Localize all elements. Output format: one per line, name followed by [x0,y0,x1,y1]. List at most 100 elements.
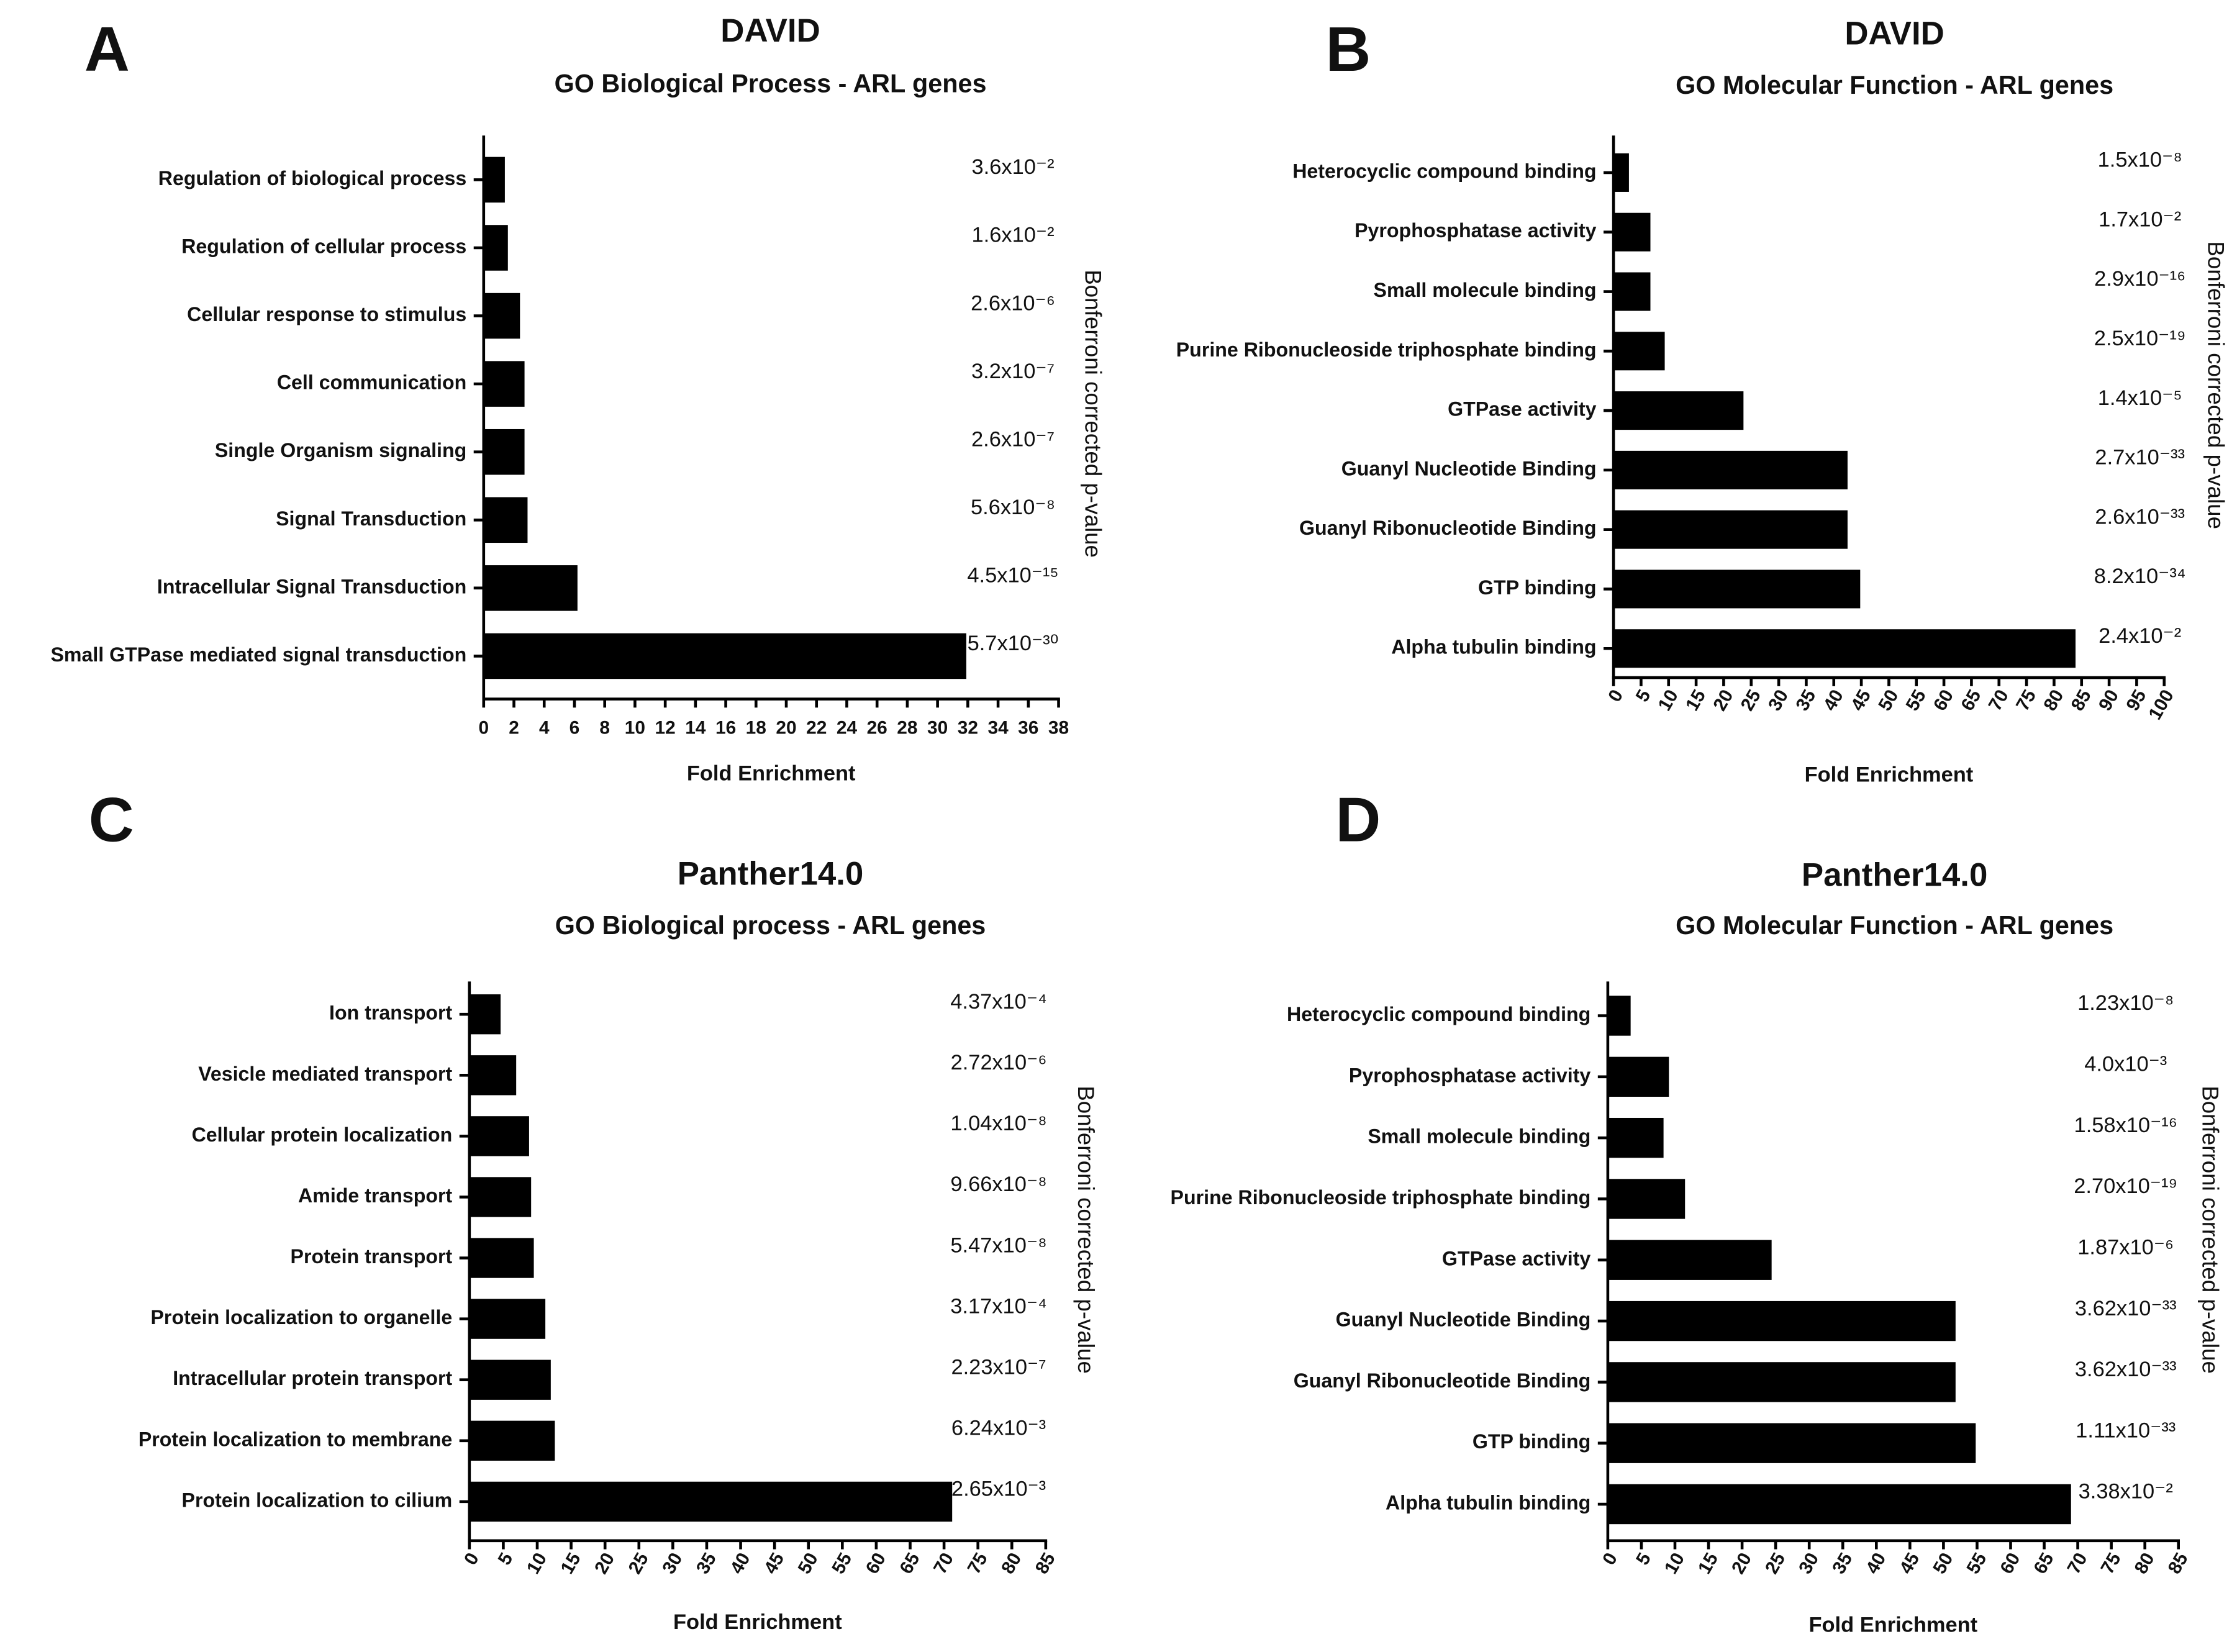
x-tick-label: 40 [726,1550,754,1577]
bar [483,293,520,339]
x-tick-label: 85 [2164,1550,2192,1577]
x-tick-label: 70 [930,1550,958,1577]
y-tick-label: Protein localization to organelle [151,1306,453,1328]
p-value-label: 3.2x10⁻⁷ [971,360,1055,383]
x-tick-label: 10 [625,718,645,738]
x-tick-label: 60 [1996,1550,2024,1577]
bar [469,1481,953,1522]
x-tick-label: 0 [460,1550,483,1569]
x-tick-label: 50 [1874,686,1902,714]
x-tick-label: 55 [828,1550,856,1577]
y-tick-label: Regulation of biological process [158,167,466,189]
x-tick-label: 65 [896,1550,923,1577]
bar [1607,1484,2071,1525]
p-value-label: 3.38x10⁻² [2079,1480,2173,1504]
p-value-label: 1.23x10⁻⁸ [2077,991,2174,1015]
x-tick-label: 50 [794,1550,822,1577]
p-value-label: 4.5x10⁻¹⁵ [967,564,1058,588]
x-tick-label: 55 [1962,1550,1990,1577]
x-tick-label: 14 [685,718,706,738]
p-value-label: 1.04x10⁻⁸ [950,1112,1046,1135]
y-tick-label: Alpha tubulin binding [1386,1492,1590,1514]
bar [469,1359,551,1400]
x-tick-label: 10 [523,1550,551,1577]
p-value-label: 1.4x10⁻⁵ [2098,386,2182,410]
y-tick-label: Guanyl Ribonucleotide Binding [1294,1369,1591,1392]
x-tick-label: 75 [964,1550,992,1577]
bar [469,1116,529,1156]
bar [483,565,578,611]
y2-axis-label: Bonferroni corrected p-value [1081,270,1106,558]
p-value-label: 8.2x10⁻³⁴ [2094,565,2186,588]
y-tick-label: Small GTPase mediated signal transductio… [50,643,466,666]
x-tick-label: 100 [2144,686,2177,724]
x-tick-label: 65 [1957,686,1985,714]
x-tick-label: 12 [655,718,676,738]
x-axis-label: Fold Enrichment [1808,1613,1977,1637]
x-tick-label: 20 [1709,686,1737,714]
x-tick-label: 0 [1604,686,1627,706]
y-tick-label: Cellular response to stimulus [187,303,466,325]
x-tick-label: 4 [539,718,550,738]
p-value-label: 2.23x10⁻⁷ [951,1355,1046,1379]
bar [483,429,525,475]
x-tick-label: 25 [625,1550,653,1577]
x-tick-label: 20 [776,718,796,738]
p-value-label: 2.72x10⁻⁶ [951,1051,1047,1074]
p-value-label: 2.6x10⁻⁷ [971,427,1055,451]
bar [483,157,505,203]
x-tick-label: 25 [1761,1550,1789,1577]
x-axis-label: Fold Enrichment [1805,763,1974,787]
y-tick-label: GTPase activity [1448,398,1597,420]
x-tick-label: 15 [1682,686,1710,714]
x-tick-label: 32 [958,718,978,738]
y-tick-label: Alpha tubulin binding [1391,636,1596,658]
x-tick-label: 6 [569,718,580,738]
p-value-label: 4.37x10⁻⁴ [950,990,1047,1014]
x-tick-label: 10 [1661,1550,1689,1577]
bar [1613,332,1665,371]
p-value-label: 1.87x10⁻⁶ [2077,1235,2174,1259]
y-tick-label: Vesicle mediated transport [198,1063,452,1085]
p-value-label: 3.62x10⁻³³ [2075,1358,2177,1381]
x-tick-label: 60 [1930,686,1958,714]
y-tick-label: Purine Ribonucleoside triphosphate bindi… [1171,1186,1591,1209]
x-tick-label: 45 [1847,686,1875,714]
p-value-label: 5.47x10⁻⁸ [950,1233,1046,1257]
bar [469,1055,517,1096]
y-tick-label: Heterocyclic compound binding [1287,1003,1590,1025]
y-tick-label: Small molecule binding [1368,1125,1590,1148]
chart-subtitle: GO Biological Process - ARL genes [555,70,987,98]
x-tick-label: 70 [1985,686,2013,714]
x-tick-label: 45 [1895,1550,1923,1577]
x-tick-label: 45 [760,1550,788,1577]
chart-subtitle: GO Biological process - ARL genes [555,911,986,940]
x-tick-label: 30 [927,718,948,738]
x-tick-label: 85 [2067,686,2095,714]
x-tick-label: 2 [509,718,519,738]
x-tick-label: 20 [1728,1550,1756,1577]
p-value-label: 1.7x10⁻² [2099,207,2181,231]
y-tick-label: Heterocyclic compound binding [1292,160,1596,182]
bar [1607,1117,1664,1158]
chart-subtitle: GO Molecular Function - ARL genes [1676,911,2113,940]
bar [483,225,508,271]
bar [1613,450,1848,489]
bar [1613,510,1848,549]
y-tick-label: Ion transport [329,1002,452,1024]
y-tick-label: GTPase activity [1442,1247,1591,1269]
p-value-label: 2.9x10⁻¹⁶ [2094,267,2185,291]
y-tick-label: GTP binding [1478,576,1596,599]
bar [1607,1179,1686,1219]
chart-title: DAVID [1845,15,1944,52]
p-value-label: 1.11x10⁻³³ [2076,1418,2176,1442]
x-tick-label: 0 [1599,1550,1622,1569]
x-tick-label: 10 [1654,686,1682,714]
x-tick-label: 30 [1764,686,1792,714]
y-tick-label: Purine Ribonucleoside triphosphate bindi… [1176,338,1597,361]
x-tick-label: 65 [2030,1550,2058,1577]
x-tick-label: 90 [2095,686,2123,714]
x-tick-label: 28 [897,718,917,738]
x-tick-label: 40 [1820,686,1848,714]
